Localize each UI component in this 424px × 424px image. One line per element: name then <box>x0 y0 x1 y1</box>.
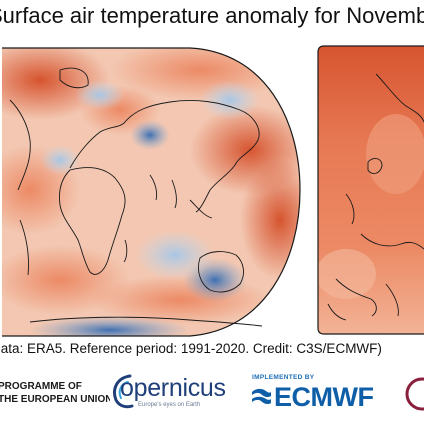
ecmwf-implemented-by: IMPLEMENTED BY <box>252 374 315 381</box>
global-anomaly-map <box>2 47 301 337</box>
logo-strip: PROGRAMME OF THE EUROPEAN UNION opernicu… <box>0 366 424 424</box>
ecmwf-logo: IMPLEMENTED BY ECMWF <box>248 374 388 414</box>
europe-anomaly-field <box>318 46 424 334</box>
eu-programme-logo: PROGRAMME OF THE EUROPEAN UNION <box>0 380 110 406</box>
data-credit-text: Data: ERA5. Reference period: 1991-2020.… <box>0 341 382 356</box>
globe-outline <box>2 47 301 337</box>
europe-anomaly-map <box>317 45 424 335</box>
ecmwf-wordmark: ECMWF <box>274 382 374 412</box>
partner-logo-icon <box>405 377 424 411</box>
programme-line-1: PROGRAMME OF <box>0 381 82 392</box>
copernicus-logo: opernicus Europe's eyes on Earth <box>108 370 226 418</box>
data-credit: Data: ERA5. Reference period: 1991-2020.… <box>0 338 424 362</box>
programme-line-2: THE EUROPEAN UNION <box>0 394 110 405</box>
copernicus-wordmark: opernicus <box>120 374 226 402</box>
coastlines <box>9 67 263 327</box>
copernicus-swoosh-icon <box>113 374 134 409</box>
europe-frame <box>317 45 424 335</box>
europe-coastlines <box>327 73 424 321</box>
ecmwf-mark-icon <box>252 388 271 405</box>
map-title-text: Surface air temperature anomaly for Nove… <box>0 3 424 28</box>
copernicus-tagline: Europe's eyes on Earth <box>138 402 201 408</box>
anomaly-field <box>2 48 300 336</box>
map-title: Surface air temperature anomaly for Nove… <box>0 0 424 34</box>
